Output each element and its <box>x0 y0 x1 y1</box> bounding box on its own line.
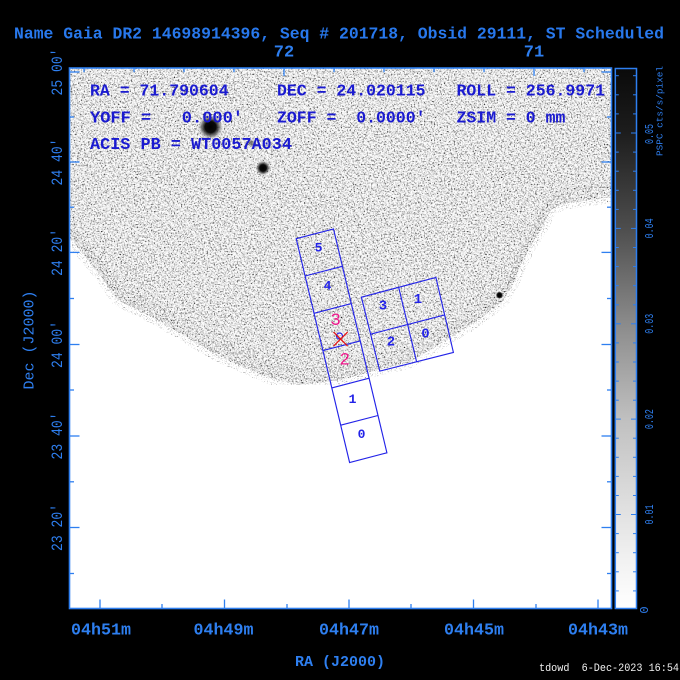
svg-text:2: 2 <box>339 351 350 371</box>
svg-text:0.01: 0.01 <box>643 505 657 525</box>
svg-text:04h47m: 04h47m <box>319 622 379 641</box>
svg-text:5: 5 <box>315 241 323 256</box>
svg-text:3: 3 <box>330 311 341 331</box>
svg-text:Name Gaia DR2 14698914396, Seq: Name Gaia DR2 14698914396, Seq # 201718,… <box>14 25 664 44</box>
svg-text:0.02: 0.02 <box>643 409 657 429</box>
svg-text:04h51m: 04h51m <box>71 622 131 641</box>
svg-text:0.05: 0.05 <box>643 124 657 144</box>
svg-text:YOFF = 0.000': YOFF = 0.000' <box>90 108 243 127</box>
svg-text:24 40': 24 40' <box>49 139 67 186</box>
svg-text:71: 71 <box>524 44 544 63</box>
svg-text:0: 0 <box>638 606 652 613</box>
svg-text:2: 2 <box>387 335 395 351</box>
svg-text:04h49m: 04h49m <box>194 622 254 641</box>
svg-text:3: 3 <box>379 299 387 315</box>
svg-text:4: 4 <box>324 279 332 294</box>
svg-text:72: 72 <box>274 44 294 63</box>
svg-text:DEC = 24.020115: DEC = 24.020115 <box>277 81 426 100</box>
svg-text:ACIS PB = WT0057A034: ACIS PB = WT0057A034 <box>90 135 292 154</box>
svg-text:24 00': 24 00' <box>49 321 67 368</box>
svg-text:25 00': 25 00' <box>49 49 67 96</box>
svg-text:0.03: 0.03 <box>643 314 657 334</box>
svg-text:1: 1 <box>414 292 422 308</box>
svg-text:RA (J2000): RA (J2000) <box>295 654 385 671</box>
svg-text:0: 0 <box>421 327 429 343</box>
svg-text:04h43m: 04h43m <box>568 622 628 641</box>
svg-text:23 20': 23 20' <box>49 504 67 551</box>
svg-text:tdowd 6-Dec-2023 16:54: tdowd 6-Dec-2023 16:54 <box>539 663 679 675</box>
svg-text:ZOFF = 0.0000': ZOFF = 0.0000' <box>277 108 426 127</box>
svg-text:RA = 71.790604: RA = 71.790604 <box>90 81 229 100</box>
svg-text:0: 0 <box>358 427 366 442</box>
svg-text:ZSIM = 0 mm: ZSIM = 0 mm <box>457 108 566 127</box>
svg-text:23 40': 23 40' <box>49 413 67 460</box>
svg-text:PSPC cts/s/pixel: PSPC cts/s/pixel <box>655 66 666 156</box>
svg-text:0.04: 0.04 <box>643 218 657 238</box>
svg-text:04h45m: 04h45m <box>444 622 504 641</box>
svg-text:1: 1 <box>349 392 357 407</box>
svg-text:24 20': 24 20' <box>49 229 67 276</box>
svg-text:ROLL = 256.9971: ROLL = 256.9971 <box>457 81 606 100</box>
svg-text:Dec (J2000): Dec (J2000) <box>22 291 39 390</box>
